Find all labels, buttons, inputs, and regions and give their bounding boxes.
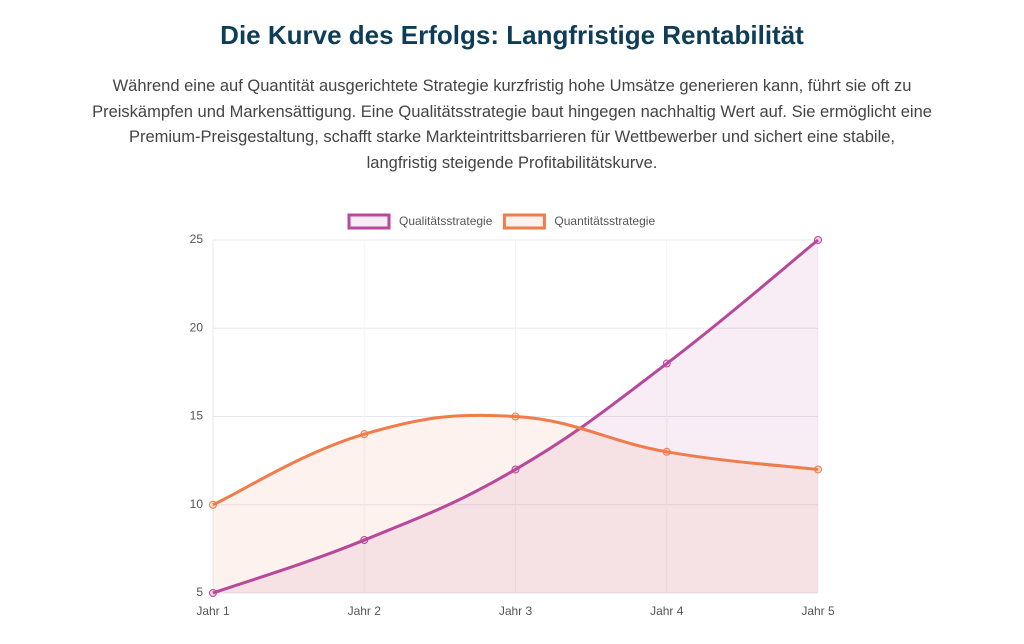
y-tick-label: 15: [190, 409, 204, 423]
x-tick-label: Jahr 4: [650, 604, 684, 618]
point: [814, 236, 822, 244]
area: [213, 240, 818, 593]
y-tick-label: 10: [190, 497, 204, 511]
line: [212, 413, 819, 507]
line: [212, 238, 819, 595]
y-tick-label: 20: [190, 320, 204, 334]
point: [662, 359, 671, 368]
legend-swatch: [347, 213, 391, 230]
area: [213, 415, 818, 593]
point: [209, 589, 217, 597]
y-tick-label: 5: [196, 585, 203, 599]
x-tick-label: Jahr 5: [801, 604, 835, 618]
point: [814, 465, 822, 474]
point: [662, 447, 671, 456]
x-tick-label: Jahr 3: [499, 604, 533, 618]
point: [511, 465, 520, 474]
point: [360, 430, 369, 439]
point: [209, 500, 217, 509]
x-tick-label: Jahr 2: [348, 604, 382, 618]
legend-swatch: [502, 213, 546, 230]
x-tick-label: Jahr 1: [196, 604, 230, 618]
y-tick-label: 25: [190, 232, 204, 246]
legend-label: Qualitätsstrategie: [399, 214, 493, 228]
point: [511, 412, 520, 421]
chart-title: Die Kurve des Erfolgs: Langfristige Rent…: [220, 20, 804, 50]
description: Während eine auf Quantität ausgerichtete…: [92, 77, 932, 173]
point: [360, 536, 369, 545]
legend-label: Quantitätsstrategie: [554, 214, 655, 228]
